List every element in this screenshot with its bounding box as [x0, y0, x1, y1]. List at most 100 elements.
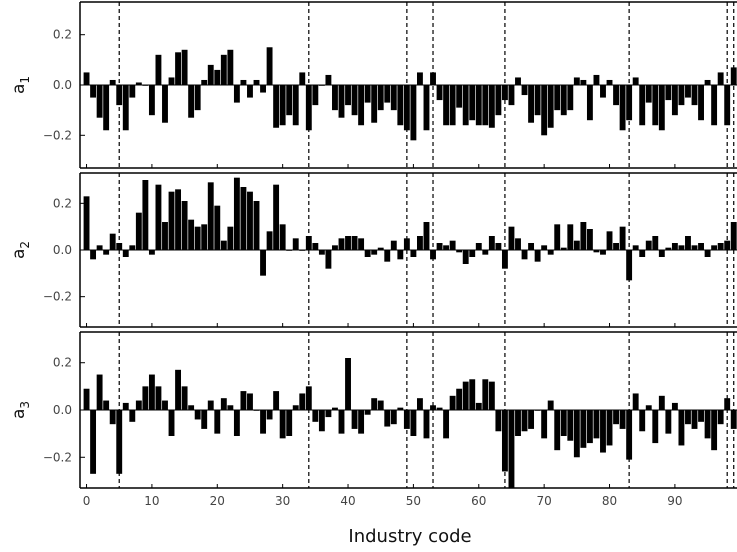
bar [456, 250, 463, 253]
bar [482, 379, 489, 410]
bar [83, 388, 90, 410]
y-tick-label: 0.2 [53, 28, 72, 42]
bar [711, 245, 718, 250]
bar [181, 201, 188, 250]
panel-3: −0.2 0.0 0.2 a3 [9, 331, 737, 489]
bar [358, 410, 365, 434]
bar [299, 250, 306, 251]
bar [155, 184, 162, 250]
bar [233, 177, 240, 250]
bar [698, 410, 704, 422]
bar [508, 85, 515, 106]
bar [83, 72, 90, 85]
bar [567, 224, 574, 250]
bar [482, 85, 489, 126]
bar [469, 85, 476, 121]
bar [148, 250, 155, 255]
bar [541, 85, 548, 136]
bar [305, 236, 312, 250]
bar [397, 85, 404, 126]
bar [658, 250, 665, 257]
bar [168, 410, 175, 436]
bar [142, 386, 149, 410]
bar [416, 72, 423, 85]
bar [534, 410, 541, 411]
bar [332, 407, 338, 410]
x-axis-label: Industry code [348, 526, 471, 547]
bar [247, 191, 253, 250]
bar [586, 229, 593, 250]
bar [207, 400, 214, 410]
bar [443, 85, 450, 126]
bar [685, 85, 691, 98]
bar [534, 85, 541, 116]
y-tick-label: 0.0 [53, 403, 72, 417]
bar [351, 410, 358, 429]
bar [214, 205, 221, 250]
y-tick-label: −0.2 [43, 450, 72, 464]
bar [685, 410, 691, 425]
bar [423, 410, 430, 439]
bar [547, 85, 554, 128]
bar [377, 400, 384, 410]
bar [521, 410, 528, 432]
bar [645, 240, 652, 250]
bar [286, 410, 293, 436]
bar [469, 250, 476, 257]
bar [253, 201, 260, 250]
bar [613, 85, 620, 106]
bar [678, 85, 685, 106]
bar [253, 79, 260, 85]
bar [83, 196, 90, 250]
bar [345, 85, 351, 106]
bar [632, 245, 639, 250]
bar [214, 69, 221, 85]
bar [247, 85, 253, 98]
bar [606, 231, 613, 250]
bar [482, 250, 489, 255]
bar [658, 395, 665, 410]
bar [704, 250, 711, 257]
bar [554, 85, 561, 111]
bar [515, 410, 521, 436]
bar [449, 85, 456, 126]
bar [240, 187, 247, 250]
bar [188, 219, 195, 250]
y-tick-label: −0.2 [43, 290, 72, 304]
bar [358, 238, 365, 250]
bar [691, 410, 698, 429]
bar [220, 398, 227, 410]
bar [658, 85, 665, 131]
bar [96, 374, 103, 410]
bar [600, 250, 606, 255]
bar [233, 410, 240, 436]
bar [691, 85, 698, 106]
bar [495, 85, 502, 116]
bar [175, 52, 182, 85]
panel-2: −0.2 0.0 0.2 a2 [9, 172, 737, 328]
bar [371, 398, 378, 410]
bar [122, 402, 129, 410]
bar [541, 245, 548, 250]
bar [626, 85, 633, 121]
bar [560, 410, 567, 436]
bar [122, 250, 129, 257]
bar [501, 85, 508, 101]
bar [260, 410, 266, 434]
bar [312, 410, 319, 422]
bar [129, 245, 136, 250]
bar [227, 49, 234, 85]
bar [332, 85, 338, 111]
bar [292, 85, 299, 126]
bar [292, 238, 299, 250]
bar [109, 79, 116, 85]
bar [724, 240, 731, 250]
bar [299, 393, 306, 410]
bar [567, 85, 574, 111]
bar [292, 405, 299, 410]
bar [266, 47, 273, 85]
bar [207, 64, 214, 85]
bar [155, 386, 162, 410]
bar [423, 85, 430, 131]
